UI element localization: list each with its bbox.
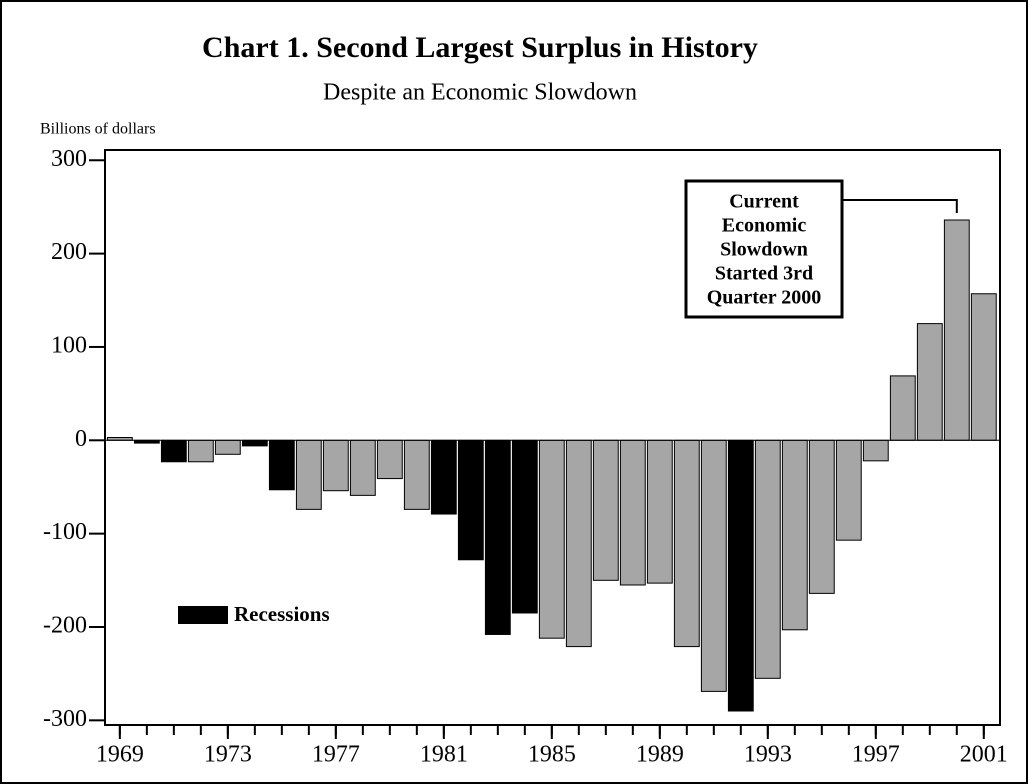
bar <box>214 439 241 455</box>
y-tick-label: -200 <box>43 612 87 638</box>
bar <box>268 439 295 491</box>
y-axis-label: Billions of dollars <box>40 121 156 138</box>
bar <box>241 439 268 447</box>
y-tick-label: 0 <box>75 426 87 452</box>
x-tick-label: 1997 <box>852 742 900 768</box>
legend-swatch <box>178 606 228 624</box>
bar <box>943 219 970 441</box>
x-tick-label: 1969 <box>96 742 144 768</box>
annotation-line: Quarter 2000 <box>707 287 822 309</box>
y-tick-label: -300 <box>43 706 87 732</box>
bar <box>754 439 781 679</box>
annotation-line: Slowdown <box>720 239 808 261</box>
x-tick-label: 1985 <box>528 742 576 768</box>
bar <box>808 439 835 594</box>
bar <box>646 439 673 584</box>
y-tick-label: 300 <box>51 146 87 172</box>
y-tick-label: -100 <box>43 519 87 545</box>
annotation-line: Economic <box>722 215 807 237</box>
bar <box>322 439 349 492</box>
chart-subtitle: Despite an Economic Slowdown <box>323 80 637 106</box>
bar <box>457 439 484 561</box>
bar <box>349 439 376 496</box>
bar <box>862 439 889 462</box>
x-tick-label: 1977 <box>312 742 360 768</box>
bar <box>700 439 727 692</box>
bar <box>781 439 808 631</box>
bar <box>889 375 916 441</box>
bar <box>403 439 430 510</box>
bar <box>565 439 592 648</box>
x-tick-label: 1973 <box>204 742 252 768</box>
y-tick-label: 100 <box>51 332 87 358</box>
annotation-line: Started 3rd <box>715 263 813 285</box>
bar <box>592 439 619 581</box>
bar <box>376 439 403 480</box>
y-tick-label: 200 <box>51 239 87 265</box>
chart-title: Chart 1. Second Largest Surplus in Histo… <box>202 31 758 64</box>
bar <box>916 323 943 441</box>
x-tick-label: 1981 <box>420 742 468 768</box>
x-tick-label: 1989 <box>636 742 684 768</box>
x-tick-label: 1993 <box>744 742 792 768</box>
annotation-box <box>684 179 844 319</box>
bar <box>727 439 754 712</box>
bar <box>835 439 862 541</box>
bar <box>187 439 214 463</box>
x-tick-label: 2001 <box>960 742 1008 768</box>
bar <box>160 439 187 463</box>
bar <box>430 439 457 515</box>
bar <box>511 439 538 614</box>
bar <box>484 439 511 635</box>
bar <box>619 439 646 586</box>
bar <box>295 439 322 510</box>
legend-label: Recessions <box>234 602 330 626</box>
annotation-line: Current <box>729 191 799 213</box>
bar <box>538 439 565 639</box>
bar <box>673 439 700 648</box>
bar <box>970 293 997 441</box>
